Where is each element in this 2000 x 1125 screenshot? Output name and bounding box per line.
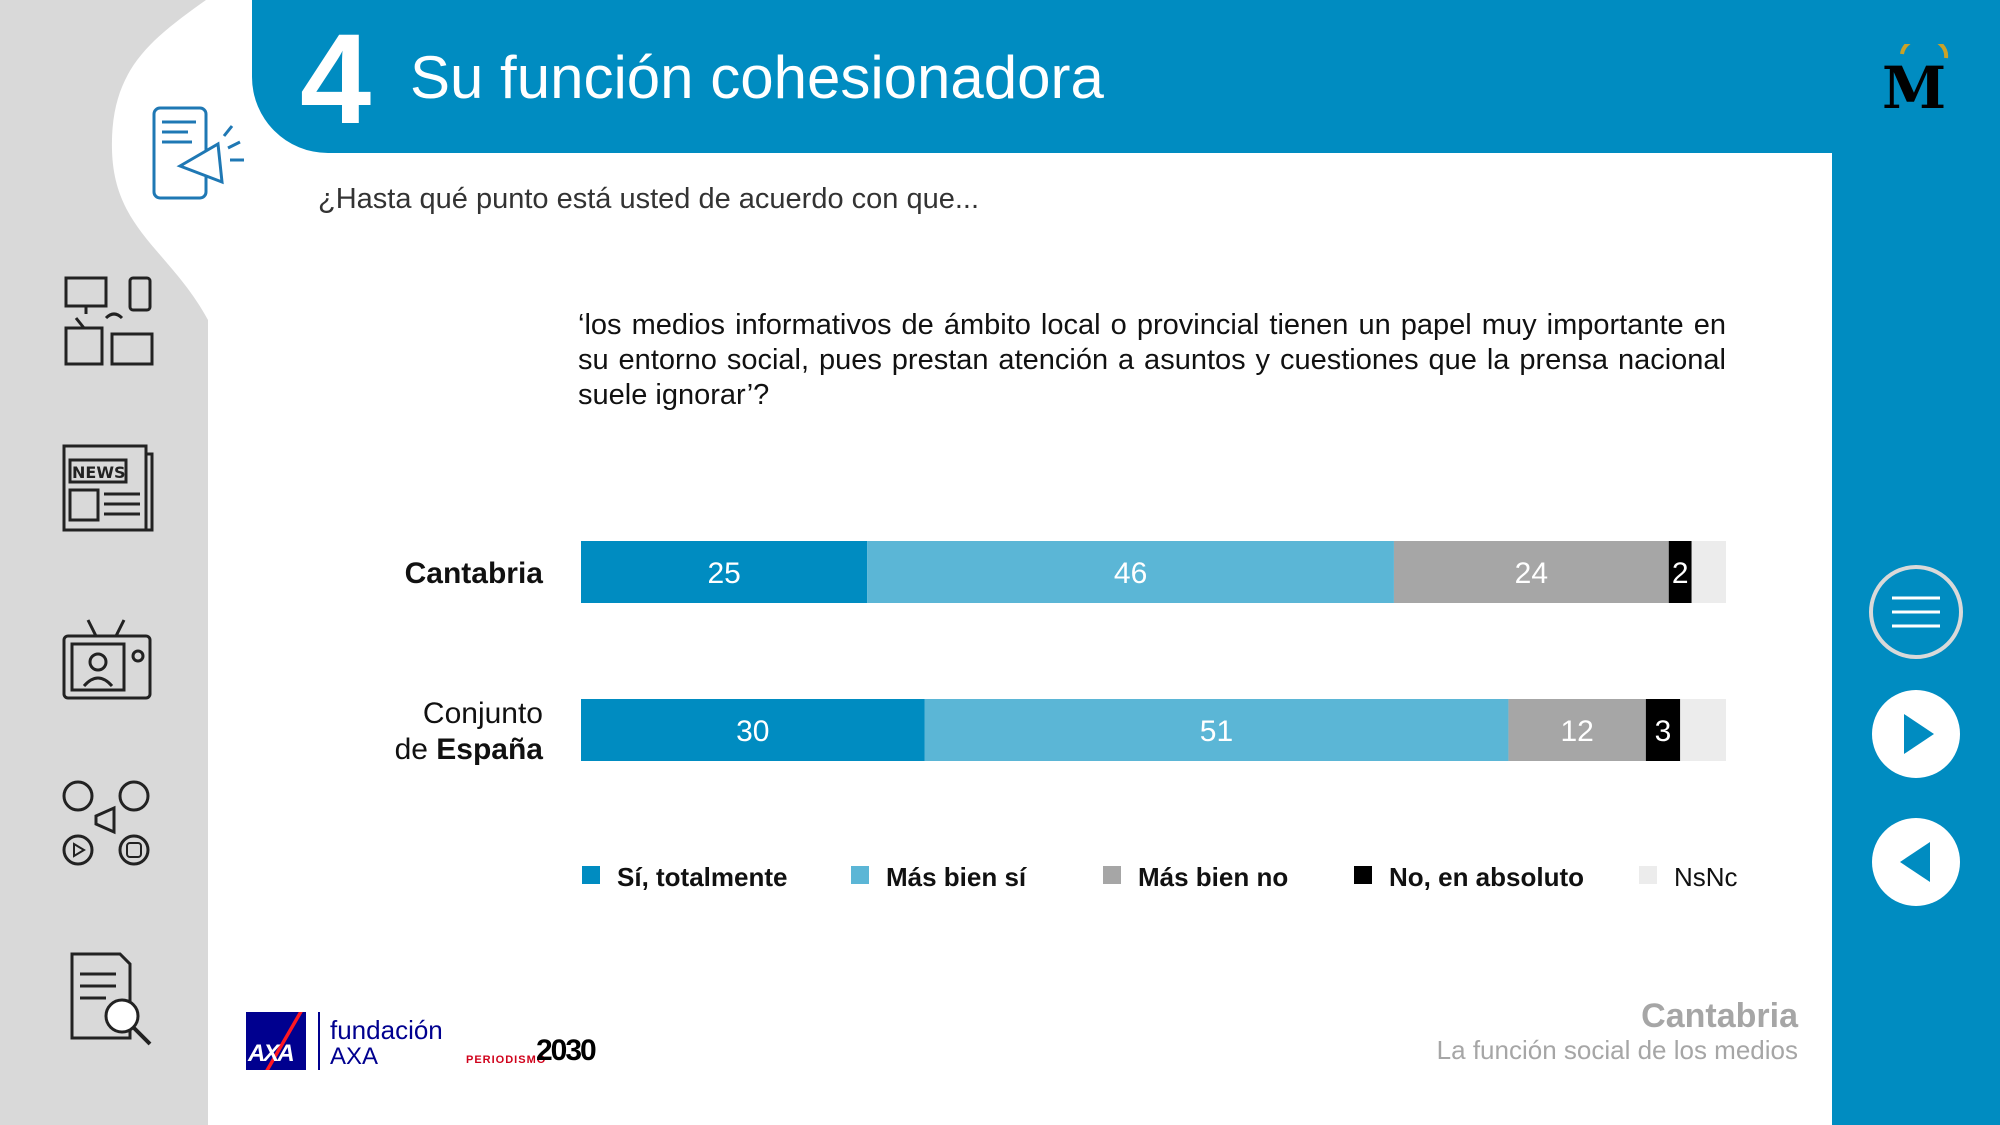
header-bar	[252, 0, 2000, 153]
data-label: 25	[707, 557, 740, 590]
m-logo-icon: M	[1882, 44, 1949, 114]
legend-label: No, en absoluto	[1389, 862, 1584, 892]
legend-label: Más bien no	[1138, 862, 1288, 892]
bar-segment-2-row-1	[867, 541, 1394, 603]
svg-text:M: M	[1882, 54, 1946, 114]
survey-statement: ‘los medios informativos de ámbito local…	[578, 309, 1726, 411]
bar-segment-3-row-2	[1508, 699, 1646, 761]
tv-presenter-icon[interactable]	[60, 610, 156, 706]
legend-label: NsNc	[1674, 862, 1738, 892]
next-icon	[1904, 714, 1934, 754]
data-label: 51	[1200, 715, 1233, 748]
next-button[interactable]	[1870, 688, 1962, 780]
newspaper-news-label: NEWS	[72, 463, 126, 482]
bar-segment-4-row-2	[1645, 699, 1681, 761]
menu-button[interactable]	[1868, 564, 1964, 660]
data-label: 24	[1515, 557, 1548, 590]
bar-segment-2-row-2	[924, 699, 1509, 761]
prev-icon	[1900, 842, 1930, 882]
data-label: 12	[1560, 715, 1593, 748]
bar-segment-5-row-1	[1691, 541, 1726, 603]
legend-label: Sí, totalmente	[617, 862, 787, 892]
data-label: 46	[1114, 557, 1147, 590]
data-label: 2	[1672, 557, 1689, 590]
legend-swatch	[582, 866, 600, 884]
bar-segment-3-row-1	[1393, 541, 1669, 603]
section-number: 4	[300, 8, 372, 151]
bar-segment-1-row-2	[581, 699, 925, 761]
category-label: de España	[395, 733, 544, 766]
prev-button[interactable]	[1870, 816, 1962, 908]
social-media-icon[interactable]	[60, 776, 156, 872]
legend-label: Más bien sí	[886, 862, 1027, 892]
data-label: 30	[736, 715, 769, 748]
survey-question: ¿Hasta qué punto está usted de acuerdo c…	[318, 183, 980, 215]
right-rail	[1832, 0, 2000, 1125]
bar-segment-4-row-1	[1668, 541, 1692, 603]
footer-subtitle: La función social de los medios	[1436, 1035, 1798, 1065]
axa-logo-text: AXA	[248, 1040, 295, 1067]
periodismo-year: 2030	[536, 1034, 597, 1067]
document-search-icon[interactable]	[66, 950, 156, 1046]
legend-swatch	[851, 866, 869, 884]
section-title: Su función cohesionadora	[410, 44, 1104, 111]
newspaper-icon[interactable]: NEWS	[60, 440, 156, 536]
bar-segment-5-row-2	[1680, 699, 1726, 761]
phone-megaphone-icon[interactable]	[148, 104, 248, 204]
periodismo-label: PERIODISMO	[466, 1054, 547, 1066]
fundacion-label: fundación	[330, 1015, 443, 1045]
category-label: Cantabria	[405, 557, 544, 590]
category-label: Conjunto	[423, 697, 543, 730]
menu-icon	[1892, 596, 1940, 628]
legend-swatch	[1639, 866, 1657, 884]
footer-region: Cantabria	[1641, 997, 1798, 1035]
legend-swatch	[1103, 866, 1121, 884]
data-label: 3	[1655, 715, 1672, 748]
bar-segment-1-row-1	[581, 541, 868, 603]
logo-separator	[318, 1012, 320, 1070]
legend-swatch	[1354, 866, 1372, 884]
fundacion-axa-label: AXA	[330, 1043, 379, 1070]
devices-icon[interactable]	[62, 274, 158, 370]
